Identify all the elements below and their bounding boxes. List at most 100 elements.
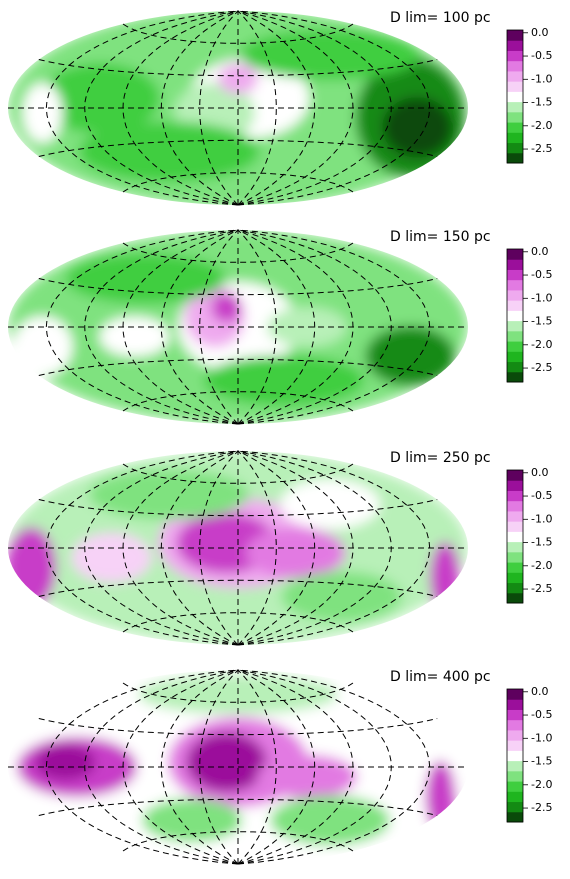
meridian [122, 450, 239, 646]
colorbar-band [507, 81, 523, 92]
contour-region [79, 121, 259, 182]
meridian [237, 450, 316, 646]
contour-region [186, 732, 267, 793]
contour-region [280, 479, 380, 530]
colorbar-band [507, 500, 523, 512]
colorbar-band [507, 259, 523, 270]
colorbar-band [507, 572, 523, 584]
contour-region [8, 527, 56, 608]
meridian [237, 669, 431, 865]
colorbar-band [507, 122, 523, 133]
colorbar-band [507, 269, 523, 281]
colorbar-band [507, 70, 523, 82]
colorbar-band [507, 300, 523, 311]
colorbar-tick-label: -2.5 [531, 361, 552, 374]
colorbar-band [507, 142, 523, 154]
colorbar-tick-label: 0.0 [531, 466, 549, 479]
colorbar-tick-label: -1.5 [531, 536, 552, 549]
contour-region [430, 542, 460, 613]
meridian [237, 229, 431, 425]
colorbar-band [507, 811, 523, 823]
meridian [45, 450, 239, 646]
parallel [122, 23, 354, 44]
colorbar-tick-label: -0.5 [531, 708, 552, 721]
colorbar-tick-label: -2.5 [531, 142, 552, 155]
colorbar-band [507, 781, 523, 792]
meridian [122, 669, 239, 865]
contour-region [71, 532, 152, 583]
meridian [237, 450, 431, 646]
meridian [237, 229, 354, 425]
parallel [122, 612, 354, 633]
colorbar-band [507, 510, 523, 522]
meridian [160, 10, 239, 206]
parallel [122, 831, 354, 852]
contour-region [40, 63, 160, 134]
parallel [122, 463, 354, 484]
meridian [237, 669, 392, 865]
colorbar-tick-label: 0.0 [531, 26, 549, 39]
colorbar-band [507, 470, 523, 481]
meridian [237, 450, 354, 646]
contour-region [211, 292, 242, 323]
colorbar-band [507, 330, 523, 342]
meridian [45, 669, 239, 865]
parallel [122, 391, 354, 412]
colorbar-tick-label: -0.5 [531, 489, 552, 502]
colorbar-frame [506, 248, 524, 383]
colorbar-band [507, 152, 523, 164]
colorbar-band [507, 320, 523, 332]
meridian [199, 450, 239, 646]
colorbar-tick-label: -2.0 [531, 338, 552, 351]
meridian [122, 10, 239, 206]
meridian [84, 450, 239, 646]
map-panel: D lim= 150 pc 0.0 -0.5 -1.0 -1.5 -2.0 -2.5 [8, 229, 552, 425]
colorbar-tick-label: -0.5 [531, 268, 552, 281]
panel-title: D lim= 150 pc [390, 229, 491, 245]
contour-region [245, 527, 346, 578]
colorbar-band [507, 689, 523, 700]
colorbar-tick-label: -1.0 [531, 72, 552, 85]
meridian [237, 450, 392, 646]
contour-region [218, 63, 258, 94]
meridian [122, 229, 239, 425]
colorbar-band [507, 40, 523, 51]
parallel [122, 682, 354, 703]
colorbar-band [507, 249, 523, 260]
colorbar-band [507, 351, 523, 363]
meridian [199, 669, 239, 865]
colorbar-tick-label: -2.0 [531, 559, 552, 572]
colorbar-frame [506, 469, 524, 604]
colorbar-band [507, 729, 523, 741]
contour-region [425, 761, 456, 832]
parallel [122, 242, 354, 263]
contour-region [240, 29, 420, 80]
panel-title: D lim= 100 pc [390, 10, 491, 26]
panel-title: D lim= 250 pc [390, 450, 491, 466]
colorbar-tick-label: -1.0 [531, 291, 552, 304]
colorbar-band [507, 361, 523, 373]
colorbar-band [507, 91, 523, 103]
meridian [45, 229, 239, 425]
contour-region [22, 82, 63, 143]
colorbar-band [507, 50, 523, 62]
colorbar-tick-label: -0.5 [531, 49, 552, 62]
colorbar-tick-label: -1.5 [531, 96, 552, 109]
colorbar-band [507, 371, 523, 383]
contour-region [66, 253, 226, 304]
contour-region [270, 795, 390, 846]
contour-region [267, 307, 347, 347]
colorbar-tick-label: -2.0 [531, 778, 552, 791]
colorbar-band [507, 740, 523, 751]
parallel [122, 172, 354, 193]
colorbar-band [507, 750, 523, 762]
colorbar-tick-label: -1.0 [531, 731, 552, 744]
contour-region [382, 97, 453, 158]
contour-region [35, 744, 96, 781]
colorbar-tick-label: -1.5 [531, 755, 552, 768]
meridian [160, 450, 239, 646]
meridian [84, 10, 239, 206]
colorbar-band [507, 582, 523, 594]
contour-region [365, 326, 456, 387]
